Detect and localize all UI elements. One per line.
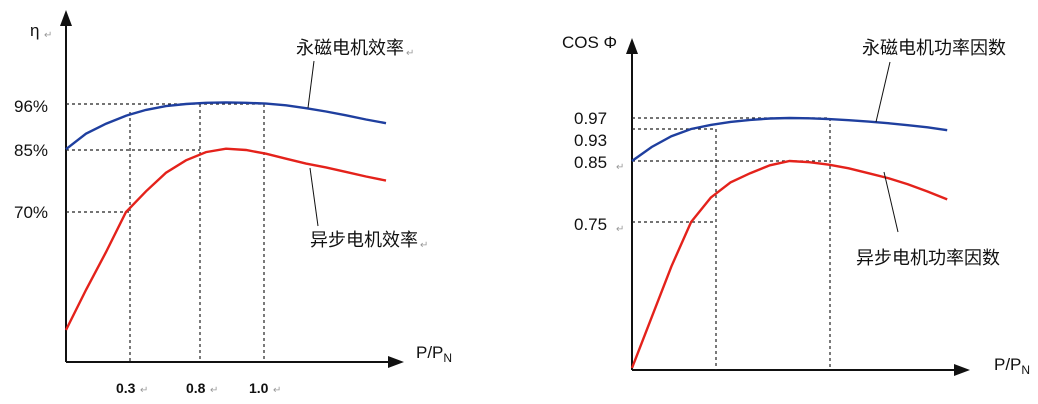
x-axis-title-main: P/P [416,343,443,362]
induction-efficiency-leader [309,167,319,227]
text-mark: ↵ [616,224,624,235]
x-axis-title: P/PN [416,343,452,365]
efficiency-chart: η ↵ P/PN 96% 85% 70% 0.3 ↵ 0.8 ↵ 1.0 ↵ 永… [14,10,452,396]
induction-efficiency-line [64,147,387,331]
text-mark: ↵ [44,30,52,41]
x-axis-title-main: P/P [994,355,1021,374]
x-tick-label: 1.0 [249,380,269,396]
pm-efficiency-label: 永磁电机效率 [296,38,404,58]
x-axis-title: P/PN [994,355,1030,377]
x-axis-arrow [954,364,970,376]
y-axis-title: COS Φ [562,33,617,52]
y-tick-label: 0.97 [574,109,607,128]
text-mark: ↵ [273,385,281,396]
text-mark: ↵ [406,48,414,59]
induction-power-factor-line [630,159,948,369]
x-tick-label: 0.8 [186,380,206,396]
induction-power-factor-leader [883,171,899,233]
y-tick-label: 0.75 [574,215,607,234]
induction-power-factor-label: 异步电机功率因数 [856,248,1000,268]
induction-efficiency-label: 异步电机效率 [310,230,418,250]
pm-efficiency-leader [307,60,315,109]
x-axis-arrow [388,356,404,368]
y-tick-label: 96% [14,97,48,116]
power-factor-chart: COS Φ P/PN 0.97 0.93 0.85 ↵ 0.75 ↵ 永磁电机功… [562,33,1030,377]
text-mark: ↵ [420,240,428,251]
y-axis-title: η [30,21,39,40]
y-tick-label: 85% [14,141,48,160]
text-mark: ↵ [140,385,148,396]
y-tick-label: 70% [14,203,48,222]
x-axis-title-sub: N [443,351,452,365]
x-tick-label: 0.3 [116,380,136,396]
text-mark: ↵ [210,385,218,396]
y-axis-arrow [626,38,638,54]
y-axis-arrow [60,10,72,26]
pm-efficiency-line [65,101,387,151]
y-tick-label: 0.85 [574,153,607,172]
text-mark: ↵ [616,162,624,173]
y-tick-label: 0.93 [574,131,607,150]
pm-power-factor-label: 永磁电机功率因数 [862,38,1006,58]
x-axis-title-sub: N [1021,363,1030,377]
pm-power-factor-leader [875,61,891,123]
pm-power-factor-line [631,116,948,162]
